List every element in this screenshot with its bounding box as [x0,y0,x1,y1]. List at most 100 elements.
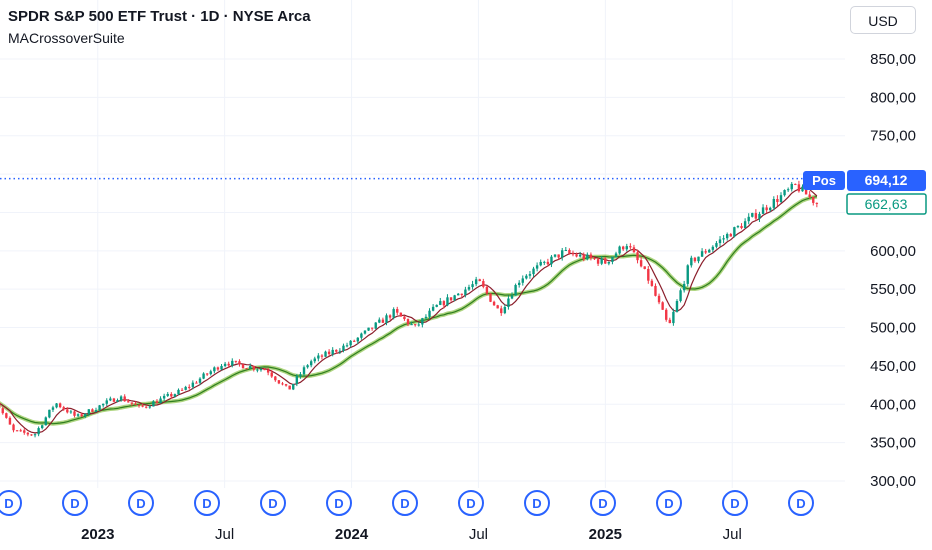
candle [205,373,209,376]
candle [410,321,413,326]
candle-body [747,216,750,222]
dividend-marker[interactable]: D [62,490,88,516]
candle [812,196,815,206]
price-tags: Pos 694,12 662,63 [803,170,927,215]
candle [679,288,682,303]
dividend-marker[interactable]: D [0,490,22,516]
candle-body [55,403,58,408]
candle [528,271,532,279]
candle-body [374,322,377,329]
candle-body [535,265,539,269]
candle [195,380,198,384]
dividend-marker[interactable]: D [788,490,814,516]
candle [98,404,101,412]
dividend-marker-label: D [730,496,739,511]
candle-body [378,319,381,323]
candle [607,261,611,266]
candle-body [657,295,661,303]
candle-body [331,349,334,355]
candle-body [87,409,91,414]
candle-body [256,369,259,371]
candle-body [457,293,460,296]
time-axis[interactable]: 2023 Jul 2024 Jul 2025 Jul [81,526,742,543]
candle-body [30,434,33,436]
candle-body [607,261,611,264]
candle [188,384,191,390]
candle [578,251,582,258]
dividend-marker-label: D [532,496,541,511]
candle-body [410,324,413,326]
candle-body [195,382,198,384]
currency-button[interactable]: USD [850,6,916,34]
candle-body [327,351,331,355]
candle-body [381,319,385,323]
candle-body [241,364,245,369]
candle [639,256,643,268]
ma-slow-band [0,194,818,426]
candle [335,349,338,355]
candle [198,377,202,385]
candle [743,218,747,229]
dividend-marker[interactable]: D [194,490,220,516]
dividend-marker[interactable]: D [260,490,286,516]
dividend-marker[interactable]: D [128,490,154,516]
price-axis-label: 800,00 [870,89,916,106]
candle [564,247,568,252]
candle [431,304,435,312]
candle-body [586,254,589,260]
candle-body [370,327,374,329]
candle-body [134,403,137,405]
candle [385,313,388,326]
candle [166,392,169,397]
price-axis-label: 750,00 [870,128,916,145]
candle-body [299,374,302,377]
candle-body [162,395,166,399]
candle [363,330,367,335]
candle [765,204,768,214]
candle [632,244,636,253]
dividend-marker-label: D [796,496,805,511]
price-axis[interactable]: 850,00 800,00 750,00 600,00 550,00 500,00 450,… [870,51,916,490]
candle-body [446,297,449,306]
candle-body [324,351,327,357]
candle [381,317,385,323]
candle [137,404,141,408]
candle-body [804,186,808,195]
dividend-marker[interactable]: D [656,490,682,516]
dividend-marker-label: D [70,496,79,511]
dividend-marker[interactable]: D [326,490,352,516]
candle-body [503,306,507,314]
candle [625,243,628,252]
candle [439,297,442,306]
candle [270,370,273,378]
candle [754,209,758,221]
candle-body [295,376,299,385]
dividend-marker-label: D [202,496,211,511]
candle-body [15,430,19,432]
dividend-marker[interactable]: D [458,490,484,516]
candle [353,339,356,342]
candle [216,366,220,372]
candle-body [743,221,747,229]
candle [256,368,259,373]
candle [356,337,360,345]
candle [309,359,313,368]
symbol-title[interactable]: SPDR S&P 500 ETF Trust · 1D · NYSE Arca [8,8,311,25]
position-tag[interactable]: Pos [803,171,845,190]
candle [173,393,177,398]
dividend-marker[interactable]: D [722,490,748,516]
candle [657,293,661,305]
indicator-label[interactable]: MACrossoverSuite [8,30,125,46]
dividend-marker[interactable]: D [590,490,616,516]
candle-body [557,254,560,258]
candle [12,423,15,433]
candle-body [769,207,772,211]
candle [338,348,342,355]
candle [292,383,295,391]
dividend-marker-label: D [400,496,409,511]
candle-body [722,238,725,240]
dividend-marker[interactable]: D [524,490,550,516]
dividend-marker[interactable]: D [392,490,418,516]
